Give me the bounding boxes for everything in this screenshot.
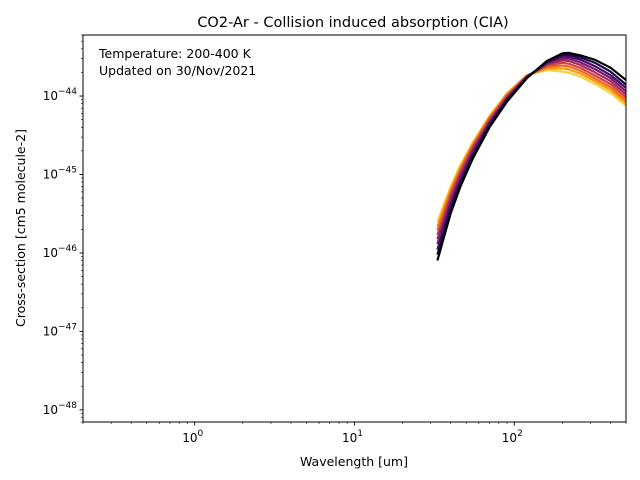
series-layer: [436, 51, 627, 261]
x-axis: 100 101 102: [82, 422, 627, 445]
y-tick-label: 10−47: [43, 322, 77, 338]
series-line-300K: [436, 59, 627, 240]
updated-annotation: Updated on 30/Nov/2021: [99, 63, 256, 78]
chart-title: CO2-Ar - Collision induced absorption (C…: [197, 15, 508, 31]
x-tick-label: 101: [342, 429, 363, 445]
x-tick-label: 102: [502, 429, 523, 445]
series-line-200K: [436, 51, 627, 261]
temperature-annotation: Temperature: 200-400 K: [98, 46, 252, 61]
y-tick-label: 10−46: [43, 244, 78, 260]
y-axis-label: Cross-section [cm5 molecule-2]: [13, 129, 28, 327]
y-tick-label: 10−44: [43, 87, 78, 103]
y-tick-label: 10−45: [43, 165, 77, 181]
x-tick-label: 100: [182, 429, 203, 445]
series-line-400K: [436, 68, 627, 223]
y-axis: 10−48 10−47 10−46 10−45 10−44: [43, 34, 83, 423]
plot-frame: [82, 34, 627, 423]
series-line-375K: [436, 67, 627, 227]
y-tick-label: 10−48: [43, 401, 78, 417]
series-line-325K: [436, 61, 627, 236]
x-axis-label: Wavelength [um]: [300, 454, 408, 469]
series-line-350K: [436, 64, 627, 231]
